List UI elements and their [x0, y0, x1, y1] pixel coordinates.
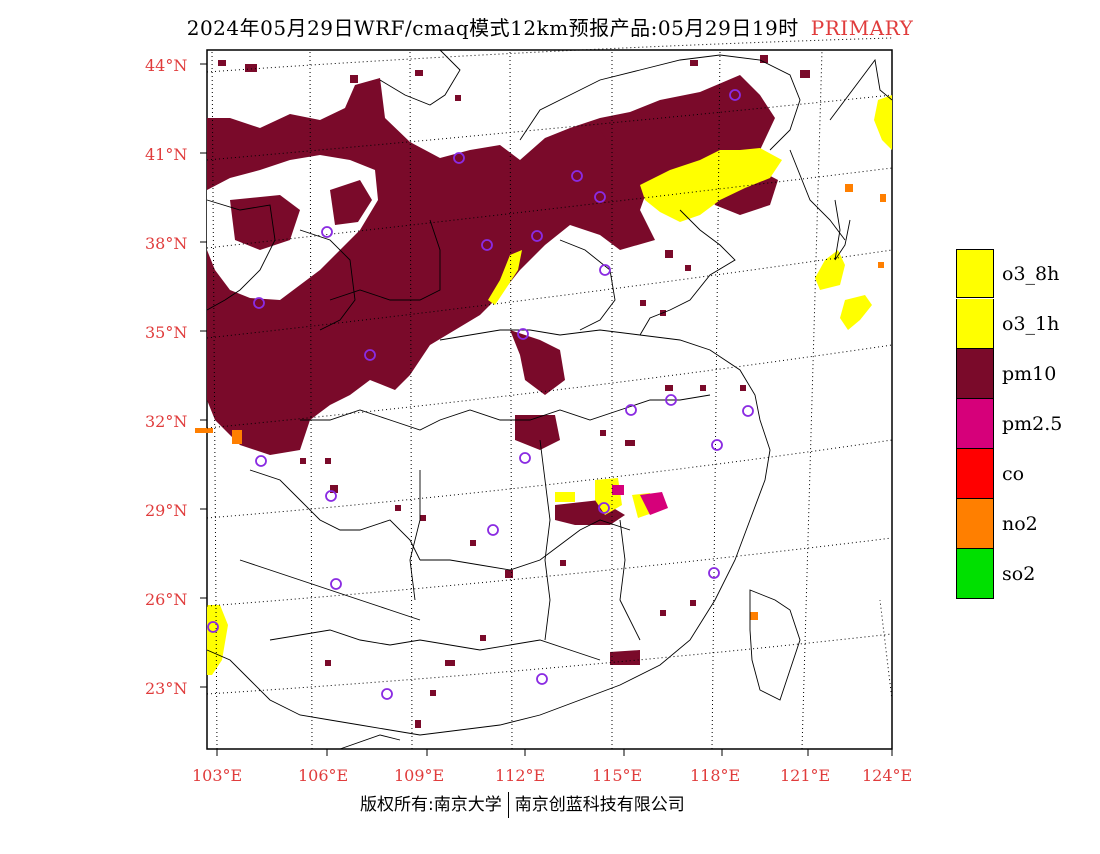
lat-label-35: 35°N [145, 323, 188, 342]
legend-item-o3-8h: o3_8h [956, 249, 1096, 299]
title-main: 2024年05月29日WRF/cmaq模式12km预报产品:05月29日19时 [186, 16, 799, 40]
lat-label-41: 41°N [145, 145, 188, 164]
station-markers [207, 89, 754, 700]
pm25-region [612, 485, 668, 515]
borders [206, 49, 893, 750]
legend-swatch [956, 449, 994, 499]
legend-label: pm2.5 [1002, 413, 1063, 435]
footer-separator [507, 792, 509, 818]
lat-label-44: 44°N [145, 56, 188, 75]
map-title: 2024年05月29日WRF/cmaq模式12km预报产品:05月29日19时 P… [0, 12, 1100, 41]
graticule [206, 37, 893, 750]
legend-label: pm10 [1002, 363, 1057, 385]
legend-item-pm10: pm10 [956, 349, 1096, 399]
pm10-region [207, 75, 778, 665]
legend-item-no2: no2 [956, 499, 1096, 549]
lon-label-103: 103°E [192, 766, 243, 785]
legend-swatch [956, 399, 994, 449]
lat-label-26: 26°N [145, 590, 188, 609]
lon-label-112: 112°E [495, 766, 546, 785]
legend-label: o3_1h [1002, 313, 1060, 335]
lat-label-23: 23°N [145, 679, 188, 698]
no2-spots [195, 184, 886, 620]
legend-swatch [956, 349, 994, 399]
lat-label-32: 32°N [145, 412, 188, 431]
footer-right: 南京创蓝科技有限公司 [514, 795, 685, 815]
lon-label-115: 115°E [592, 766, 643, 785]
legend: o3_8h o3_1h pm10 pm2.5 co no2 so2 [956, 249, 1096, 599]
legend-item-o3-1h: o3_1h [956, 299, 1096, 349]
legend-item-co: co [956, 449, 1096, 499]
legend-label: co [1002, 463, 1025, 485]
lat-ticks [200, 63, 893, 756]
legend-swatch [956, 299, 994, 349]
legend-label: no2 [1002, 513, 1038, 535]
lon-label-124: 124°E [862, 766, 913, 785]
lon-label-106: 106°E [298, 766, 349, 785]
title-tag: PRIMARY [810, 16, 914, 40]
footer-left: 版权所有:南京大学 [360, 795, 502, 815]
legend-label: so2 [1002, 563, 1036, 585]
lat-label-29: 29°N [145, 501, 188, 520]
legend-label: o3_8h [1002, 263, 1060, 285]
lon-label-109: 109°E [394, 766, 445, 785]
lat-label-38: 38°N [145, 234, 188, 253]
footer-credits: 版权所有:南京大学 南京创蓝科技有限公司 [360, 790, 685, 818]
lon-label-118: 118°E [690, 766, 741, 785]
lon-label-121: 121°E [780, 766, 831, 785]
legend-item-so2: so2 [956, 549, 1096, 599]
legend-swatch [956, 249, 994, 298]
legend-swatch [956, 549, 994, 599]
legend-item-pm25: pm2.5 [956, 399, 1096, 449]
pm10-dots [218, 55, 810, 728]
legend-swatch [956, 499, 994, 549]
